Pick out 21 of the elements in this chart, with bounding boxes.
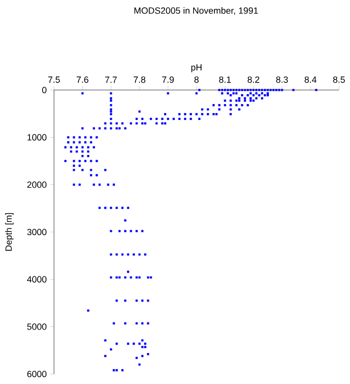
y-tick-label: 3000 xyxy=(27,228,46,236)
chart-title: MODS2005 in November, 1991 xyxy=(134,7,258,15)
x-tick-label: 7.6 xyxy=(76,76,88,83)
x-tick-label: 8.3 xyxy=(276,76,288,83)
x-tick-label: 8 xyxy=(194,76,199,83)
y-tick-label: 0 xyxy=(42,86,46,94)
x-axis-title: pH xyxy=(191,64,202,72)
x-tick-label: 7.7 xyxy=(105,76,117,83)
y-tick-label: 5000 xyxy=(27,323,46,330)
x-tick-label: 8.5 xyxy=(333,76,345,83)
x-tick-label: 7.5 xyxy=(48,76,60,83)
y-tick-label: 1000 xyxy=(28,134,46,141)
x-tick-label: 7.8 xyxy=(134,76,146,83)
y-tick-label: 4000 xyxy=(27,276,46,283)
x-tick-label: 8.2 xyxy=(248,76,260,83)
x-tick-label: 8.4 xyxy=(304,76,316,83)
y-tick-label: 6000 xyxy=(27,370,46,378)
y-axis-title: Depth [m] xyxy=(5,213,14,251)
x-tick-label: 8.1 xyxy=(219,76,231,83)
y-tick-label: 2000 xyxy=(27,181,46,188)
x-tick-label: 7.9 xyxy=(162,76,174,83)
